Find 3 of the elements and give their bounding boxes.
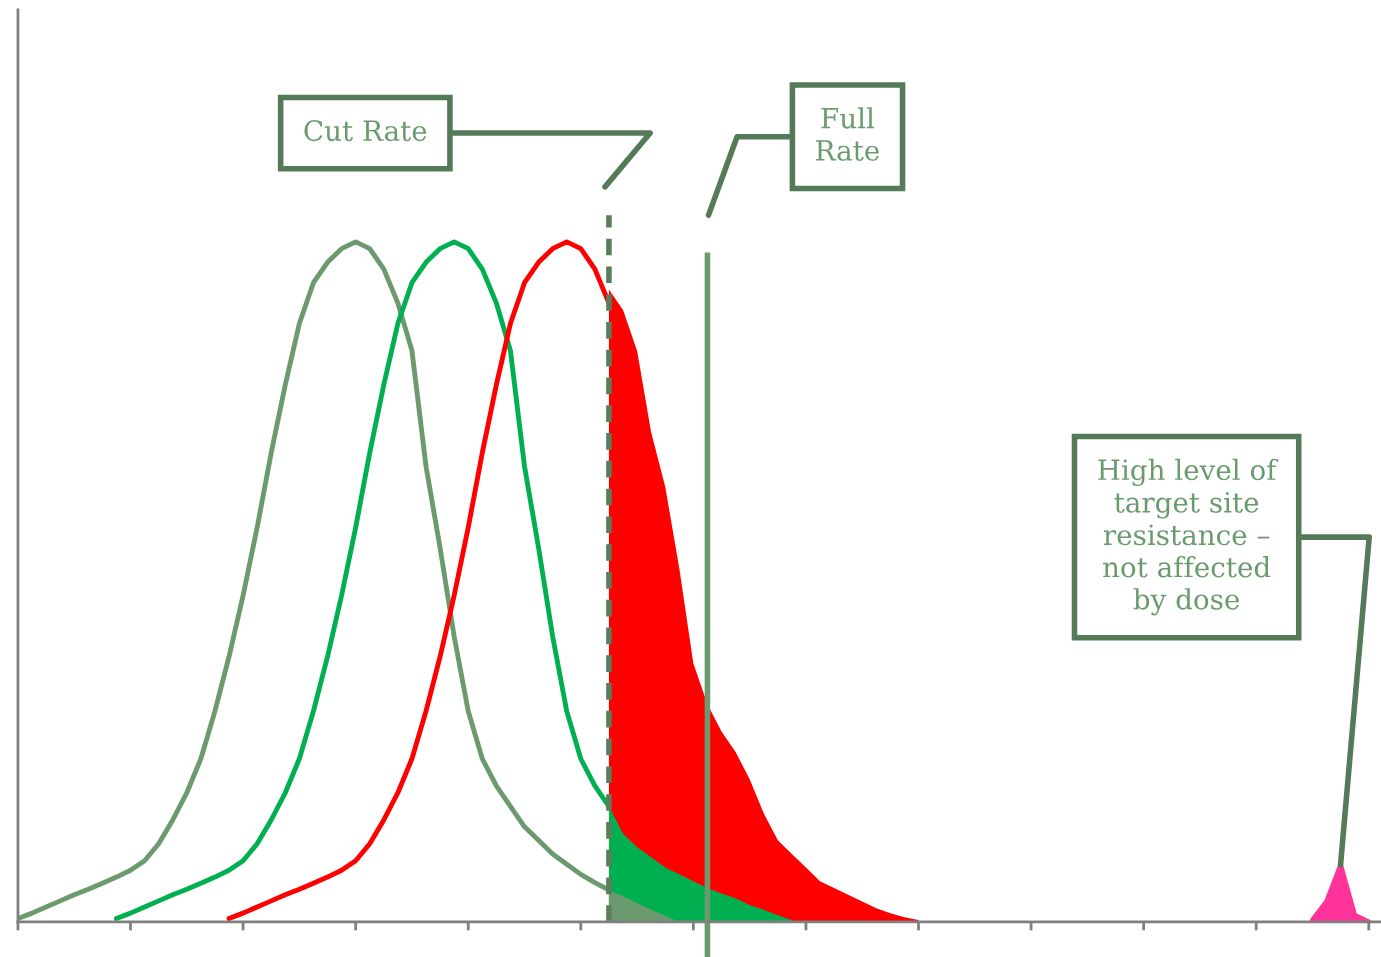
text: Cut Rate — [304, 120, 427, 142]
annotation: High level of target site resistance – not affected by dose — [1098, 458, 1279, 616]
text: Full Rate — [816, 107, 879, 161]
